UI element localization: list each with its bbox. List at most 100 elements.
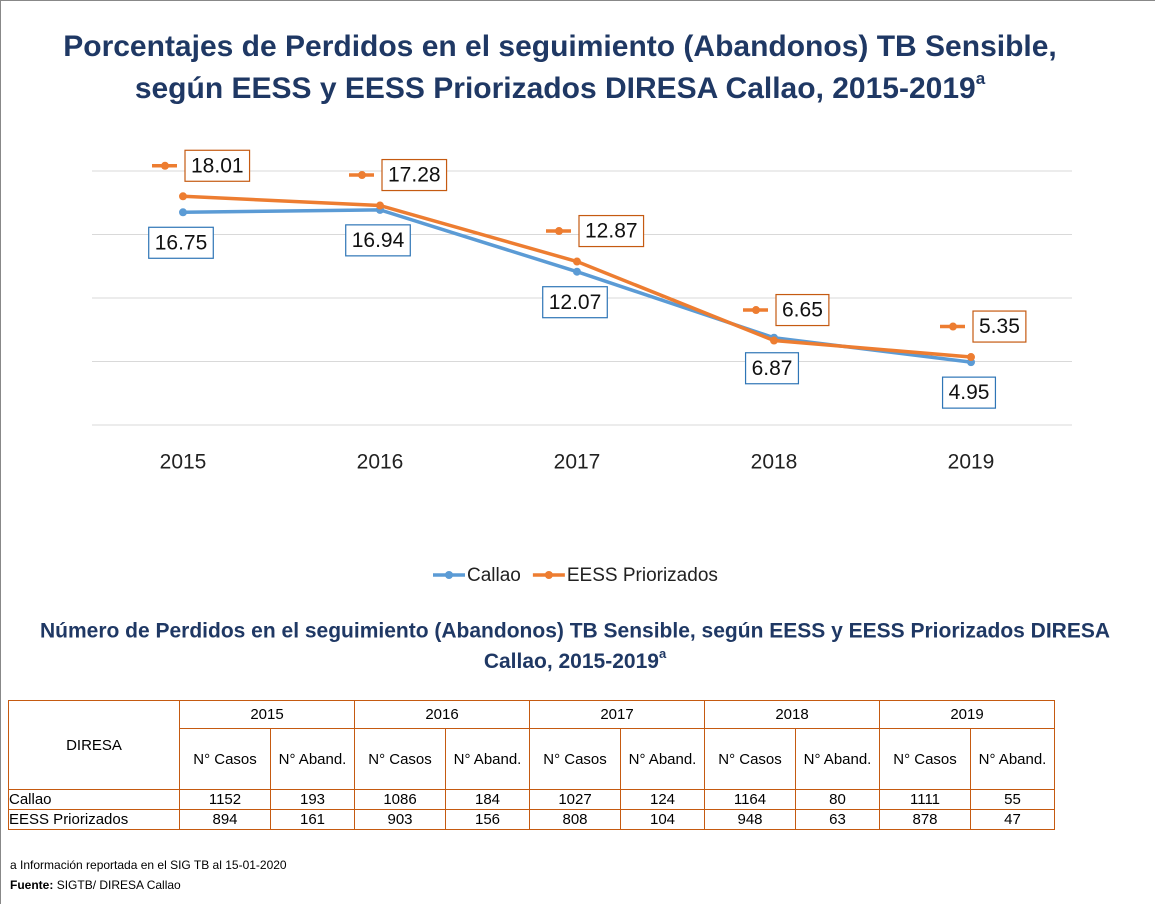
header-cell: 2016 (354, 700, 530, 729)
subheader-cell: N° Casos (704, 728, 796, 790)
point (967, 353, 975, 362)
label-box (184, 149, 251, 182)
x-tick-label: 2016 (357, 451, 404, 474)
subheader-cell: N° Aband. (445, 728, 530, 790)
point (179, 192, 187, 201)
data-label-text: 16.75 (155, 231, 208, 254)
chart-title: según EESS y EESS Priorizados DIRESA Cal… (135, 72, 976, 105)
chart-title: Porcentajes de Perdidos en el seguimient… (63, 30, 1057, 63)
data-label-text: 17.28 (388, 164, 441, 187)
label-box (941, 376, 997, 409)
empty-cell (1055, 810, 1056, 830)
cell: 63 (795, 809, 880, 830)
chart-title: según EESS y EESS Priorizados DIRESA Cal… (135, 69, 986, 104)
empty-cell (1055, 790, 1056, 810)
cell: EESS Priorizados (8, 809, 180, 830)
data-label-text: 12.07 (549, 291, 602, 314)
title-note: a (659, 646, 667, 661)
data-label-text: 6.65 (782, 299, 823, 322)
label-key (161, 161, 169, 170)
subheader-cell: N° Casos (879, 728, 971, 790)
legend-label: EESS Priorizados (567, 565, 718, 586)
x-tick-label: 2015 (160, 451, 207, 474)
label-box (775, 293, 830, 327)
footnote: a Información reportada en el SIG TB al … (10, 858, 287, 872)
cell: 1027 (529, 789, 621, 810)
subheader-cell: N° Casos (179, 728, 271, 790)
cell: 80 (795, 789, 880, 810)
cell: 47 (970, 809, 1055, 830)
header-cell: 2018 (704, 700, 880, 729)
chart: Porcentajes de Perdidos en el seguimient… (40, 30, 1110, 673)
row: Callao 1152 193 1086 184 1027 124 1164 80 1111 55 (8, 789, 1056, 810)
cell: 124 (620, 789, 705, 810)
legend-key (544, 571, 553, 579)
cell: Callao (8, 789, 180, 810)
source: Fuente: SIGTB/ DIRESA Callao (10, 878, 181, 892)
cell: 903 (354, 809, 446, 830)
cell: 878 (879, 809, 971, 830)
legend-label: Callao (467, 565, 521, 586)
data-label: 12.87 (546, 214, 645, 248)
source-text: SIGTB/ DIRESA Callao (56, 878, 181, 892)
source-label: Fuente: (10, 878, 54, 892)
data-label: 17.28 (349, 158, 448, 192)
cell: 894 (179, 809, 271, 830)
point (179, 208, 187, 217)
data-label: 18.01 (152, 149, 251, 182)
data-label: 12.07 (542, 286, 608, 319)
header-cell: 2017 (529, 700, 705, 729)
row: EESS Priorizados 894 161 903 156 808 104 948 63 8… (8, 809, 1056, 830)
subheader-cell: N° Casos (354, 728, 446, 790)
cell: 808 (529, 809, 621, 830)
subheader-cell: N° Aband. (795, 728, 880, 790)
series-line (182, 194, 972, 359)
cell: 1164 (704, 789, 796, 810)
cell: 1111 (879, 789, 971, 810)
row: N° Casos N° Aband. N° Casos N° Aband. N° Cas… (9, 728, 1056, 790)
label-key (949, 322, 957, 331)
label-key (358, 171, 366, 180)
empty-cell (1055, 729, 1056, 790)
cell: 156 (445, 809, 530, 830)
table-title: Número de Perdidos en el seguimiento (Ab… (40, 620, 1110, 643)
cell: 948 (704, 809, 796, 830)
cell: 1086 (354, 789, 446, 810)
point (573, 257, 581, 266)
label-box (578, 214, 645, 248)
legend-key (445, 571, 453, 579)
header-cell: 2015 (179, 700, 355, 729)
label-key (555, 227, 563, 236)
cell: 1152 (179, 789, 271, 810)
empty-cell (1054, 700, 1055, 729)
title-note: a (976, 69, 986, 88)
data-label-text: 18.01 (191, 154, 244, 177)
table-title: Callao, 2015-2019a (484, 646, 667, 672)
data-label-text: 6.87 (752, 357, 793, 380)
table-title: Callao, 2015-2019 (484, 650, 659, 673)
label-key (752, 306, 760, 315)
data-label: 4.95 (941, 376, 997, 409)
point (770, 336, 778, 345)
label-box (744, 352, 800, 385)
data-label: 16.94 (345, 224, 411, 257)
header-cell: DIRESA (8, 700, 180, 790)
cell: 161 (270, 809, 355, 830)
data-label-text: 4.95 (949, 381, 990, 404)
x-tick-label: 2017 (554, 451, 601, 474)
header-cell: 2019 (879, 700, 1055, 729)
cell: 184 (445, 789, 530, 810)
subheader-cell: N° Aband. (270, 728, 355, 790)
data-table: DIRESA 2015 2016 2017 2018 2019 N° Casos N° Aba… (8, 700, 1055, 830)
data-label: 6.87 (744, 352, 800, 385)
label-box (542, 286, 608, 319)
cell: 193 (270, 789, 355, 810)
x-tick-label: 2018 (751, 451, 798, 474)
point (376, 201, 384, 210)
data-label-text: 12.87 (585, 220, 638, 243)
data-label: 5.35 (940, 310, 1027, 343)
label-box (972, 310, 1027, 343)
point (573, 267, 581, 276)
